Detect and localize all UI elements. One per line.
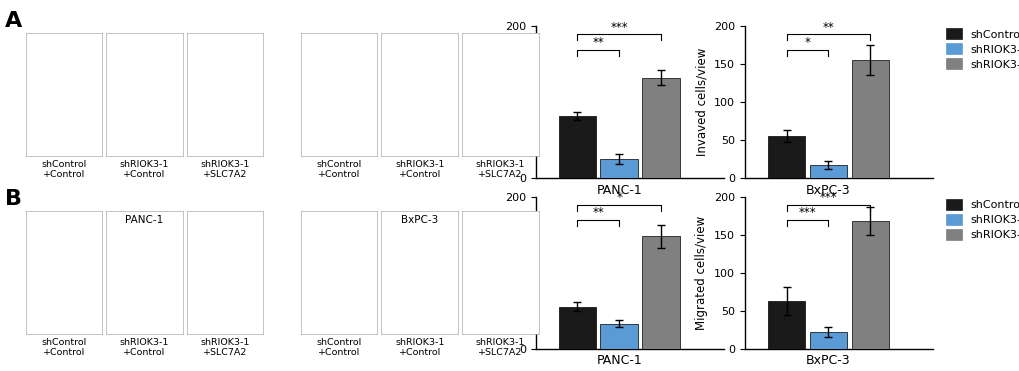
Text: shRIOK3-1
+Control: shRIOK3-1 +Control: [119, 160, 169, 179]
Y-axis label: Migrated cells/view: Migrated cells/view: [695, 216, 707, 330]
Text: B: B: [5, 189, 22, 209]
Text: shRIOK3-1
+Control: shRIOK3-1 +Control: [119, 338, 169, 357]
Text: ***: ***: [798, 206, 815, 220]
Text: shRIOK3-1
+SLC7A2: shRIOK3-1 +SLC7A2: [200, 338, 250, 357]
Text: PANC-1: PANC-1: [125, 215, 163, 225]
Text: BxPC-3: BxPC-3: [400, 215, 438, 225]
Text: *: *: [615, 191, 622, 204]
Text: **: **: [592, 206, 603, 220]
Text: shRIOK3-1
+SLC7A2: shRIOK3-1 +SLC7A2: [200, 160, 250, 179]
Y-axis label: Migrated cells/view: Migrated cells/view: [486, 216, 498, 330]
Bar: [600, 159, 638, 178]
Bar: [558, 307, 596, 349]
Text: shRIOK3-1
+Control: shRIOK3-1 +Control: [394, 338, 444, 357]
Bar: [767, 301, 805, 349]
Text: ***: ***: [610, 20, 628, 34]
Y-axis label: Invaved cells/view: Invaved cells/view: [695, 48, 707, 156]
Bar: [809, 165, 847, 178]
Bar: [809, 332, 847, 349]
Text: shControl
+Control: shControl +Control: [41, 338, 87, 357]
Text: *: *: [804, 36, 810, 49]
Bar: [600, 324, 638, 349]
Bar: [642, 78, 680, 178]
Bar: [767, 136, 805, 178]
Y-axis label: Invaved cells/view: Invaved cells/view: [486, 48, 498, 156]
Bar: [851, 60, 889, 178]
Legend: shControl+Control, shRIOK3-1+Control, shRIOK3-1+SLC7A2: shControl+Control, shRIOK3-1+Control, sh…: [946, 199, 1019, 240]
Bar: [851, 221, 889, 349]
Text: shRIOK3-1
+SLC7A2: shRIOK3-1 +SLC7A2: [475, 160, 525, 179]
Legend: shControl+Control, shRIOK3-1+Control, shRIOK3-1+SLC7A2: shControl+Control, shRIOK3-1+Control, sh…: [946, 29, 1019, 70]
Text: shRIOK3-1
+Control: shRIOK3-1 +Control: [394, 160, 444, 179]
Text: A: A: [5, 11, 22, 31]
Text: shControl
+Control: shControl +Control: [316, 160, 362, 179]
Text: shControl
+Control: shControl +Control: [316, 338, 362, 357]
Text: shRIOK3-1
+SLC7A2: shRIOK3-1 +SLC7A2: [475, 338, 525, 357]
Text: shControl
+Control: shControl +Control: [41, 160, 87, 179]
Bar: [642, 236, 680, 349]
Text: ***: ***: [819, 191, 837, 204]
Text: **: **: [592, 36, 603, 49]
Text: **: **: [821, 20, 834, 34]
Bar: [558, 116, 596, 178]
